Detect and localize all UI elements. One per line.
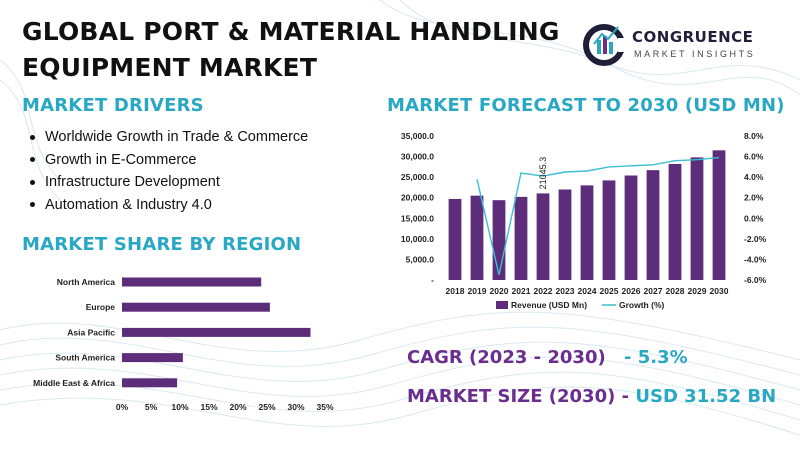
bullet-icon [30,134,35,140]
x-tick-label: 25% [258,402,275,412]
drivers-list: Worldwide Growth in Trade & Commerce Gro… [30,126,308,216]
revenue-bar [624,175,638,280]
legend-revenue-swatch [496,301,508,309]
revenue-bar [448,198,462,280]
bar [122,378,178,388]
growth-line [476,156,720,276]
category-label: Middle East & Africa [33,378,115,388]
bullet-icon [30,202,35,208]
y-left-tick-label: 15,000.0 [401,213,434,223]
y-left-tick-label: 25,000.0 [401,172,434,182]
logo-name: CONGRUENCE [632,28,754,46]
bar [122,327,311,337]
market-size-stat: MARKET SIZE (2030) - USD 31.52 BN [407,386,776,407]
page-title-line1: GLOBAL PORT & MATERIAL HANDLING [22,17,560,46]
y-left-tick-label: - [431,275,434,285]
bullet-icon [30,157,35,163]
list-item: Growth in E-Commerce [30,149,308,172]
x-tick-label: 2026 [622,286,641,296]
region-share-chart: North America Europe Asia Pacific South Ame… [33,277,334,412]
revenue-bar [646,170,660,280]
cm-logo-icon [583,24,628,66]
x-tick-label: 2023 [556,286,575,296]
y-right-tick-label: -2.0% [744,234,767,244]
y-left-tick-label: 5,000.0 [406,254,435,264]
driver-text: Infrastructure Development [45,174,220,190]
bar [122,302,270,312]
revenue-bar [536,193,550,280]
page-title-line2: EQUIPMENT MARKET [22,53,318,82]
y-left-tick-label: 30,000.0 [401,152,434,162]
x-tick-label: 2030 [710,286,729,296]
cagr-stat: CAGR (2023 - 2030) - 5.3% [407,347,688,368]
y-left-tick-label: 20,000.0 [401,193,434,203]
logo-subtitle: MARKET INSIGHTS [634,49,756,59]
page-title: GLOBAL PORT & MATERIAL HANDLING EQUIPMEN… [22,14,562,86]
x-tick-label: 15% [200,402,217,412]
y-right-tick-label: 8.0% [744,131,764,141]
revenue-bar [558,189,572,280]
x-tick-label: 2020 [490,286,509,296]
revenue-bar [690,157,704,280]
bar [122,353,183,363]
revenue-bar [580,185,594,280]
forecast-heading: MARKET FORECAST TO 2030 (USD MN) [387,95,785,116]
list-item: Worldwide Growth in Trade & Commerce [30,126,308,149]
x-tick-label: 2028 [666,286,685,296]
y-right-tick-label: -6.0% [744,275,767,285]
share-heading: MARKET SHARE BY REGION [22,234,302,255]
market-size-separator: - [621,386,630,407]
y-left-tick-label: 35,000.0 [401,131,434,141]
x-tick-label: 30% [287,402,304,412]
cagr-value: - 5.3% [623,347,688,368]
x-tick-label: 2018 [446,286,465,296]
x-tick-label: 2021 [512,286,531,296]
revenue-bar [668,163,682,280]
bar [122,277,262,287]
company-logo: CONGRUENCE MARKET INSIGHTS [582,22,787,68]
list-item: Automation & Industry 4.0 [30,194,308,217]
x-tick-label: 2025 [600,286,619,296]
revenue-bar [514,196,528,280]
driver-text: Worldwide Growth in Trade & Commerce [45,129,309,145]
driver-text: Automation & Industry 4.0 [45,196,212,213]
market-size-label: MARKET SIZE (2030) [407,386,616,407]
x-tick-label: 20% [229,402,246,412]
x-tick-label: 2027 [644,286,663,296]
x-tick-label: 2022 [534,286,553,296]
forecast-chart: - 5,000.0 10,000.0 15,000.0 20,000.0 25,000.0… [401,131,767,310]
x-tick-label: 2019 [468,286,487,296]
y-right-tick-label: 6.0% [744,152,764,162]
x-tick-label: 2029 [688,286,707,296]
x-tick-label: 35% [316,402,333,412]
revenue-bar [470,195,484,280]
x-tick-label: 10% [171,402,188,412]
revenue-bar [602,180,616,280]
x-tick-label: 0% [116,402,129,412]
category-label: Asia Pacific [67,327,115,337]
market-size-value: USD 31.52 BN [635,386,777,407]
revenue-bar [712,150,726,280]
y-left-tick-label: 10,000.0 [401,234,434,244]
category-label: South America [55,353,115,363]
y-right-tick-label: 0.0% [744,213,764,223]
data-label: 21045.3 [538,157,548,190]
category-label: Europe [86,302,116,312]
legend-growth-label: Growth (%) [619,300,664,310]
revenue-bar [492,200,506,280]
y-right-tick-label: 4.0% [744,172,764,182]
category-label: North America [57,277,116,287]
cagr-label: CAGR (2023 - 2030) [407,347,606,368]
legend-revenue-label: Revenue (USD Mn) [511,300,587,310]
y-right-tick-label: 2.0% [744,193,764,203]
bullet-icon [30,179,35,185]
x-tick-label: 5% [145,402,158,412]
y-right-tick-label: -4.0% [744,254,767,264]
drivers-heading: MARKET DRIVERS [22,95,204,116]
list-item: Infrastructure Development [30,171,308,194]
driver-text: Growth in E-Commerce [45,151,197,168]
x-tick-label: 2024 [578,286,597,296]
